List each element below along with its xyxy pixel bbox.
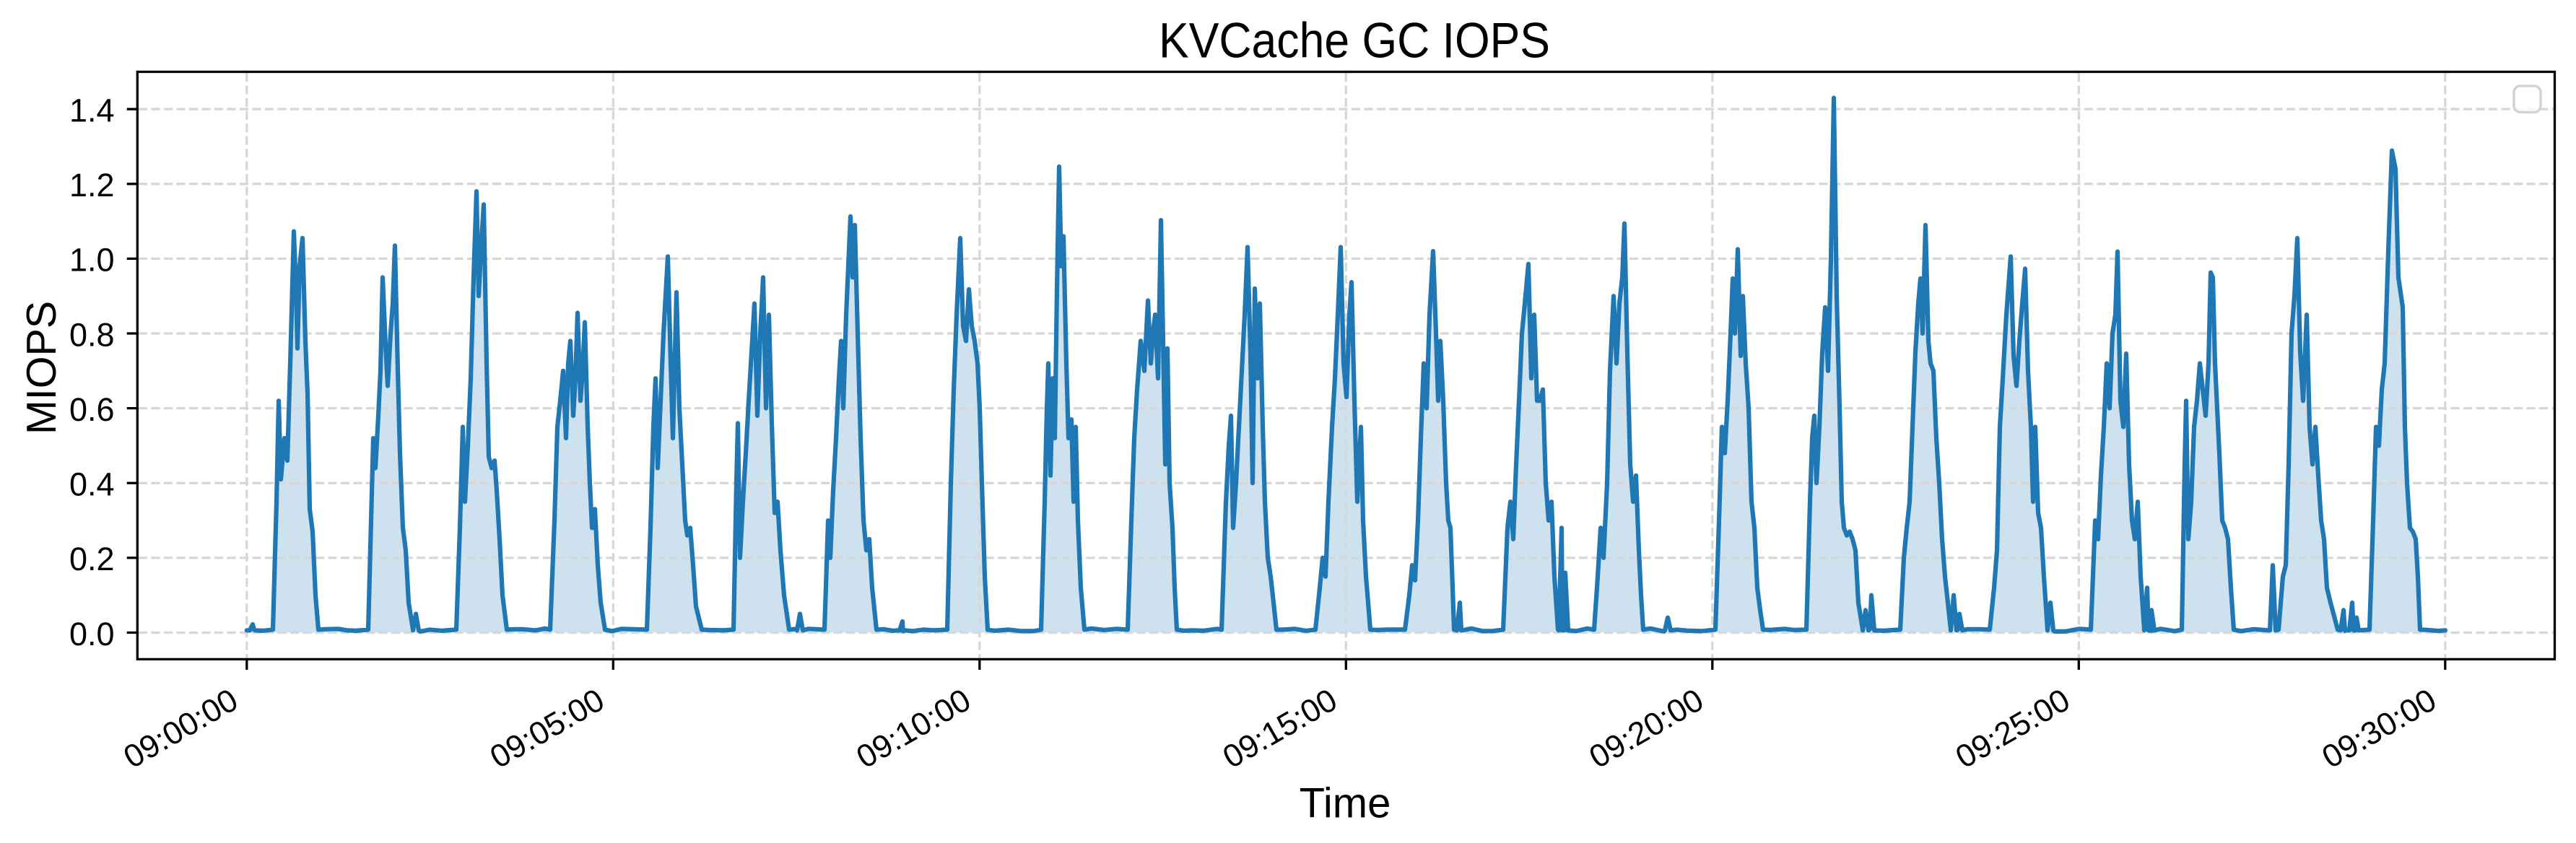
svg-text:1.4: 1.4 (69, 92, 115, 129)
svg-text:1.2: 1.2 (69, 167, 115, 204)
svg-text:0.8: 0.8 (69, 316, 115, 353)
svg-text:MIOPS: MIOPS (19, 301, 65, 434)
svg-text:0.6: 0.6 (69, 391, 115, 428)
svg-text:0.2: 0.2 (69, 541, 115, 577)
svg-text:Time: Time (1300, 779, 1391, 826)
svg-text:0.4: 0.4 (69, 466, 115, 503)
svg-text:0.0: 0.0 (69, 616, 115, 652)
svg-text:1.0: 1.0 (69, 242, 115, 279)
svg-text:KVCache GC IOPS: KVCache GC IOPS (1159, 13, 1550, 69)
